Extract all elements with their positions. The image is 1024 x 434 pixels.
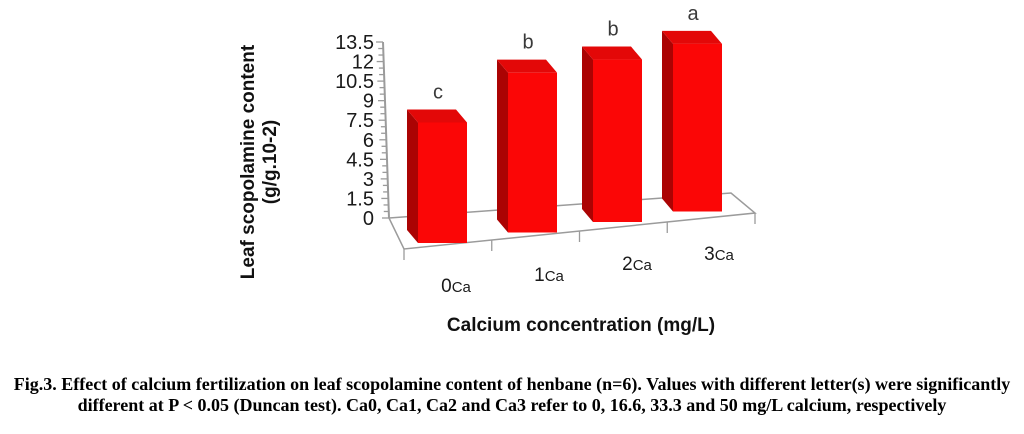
significance-letter: b [607, 19, 618, 41]
y-tick-label: 3 [363, 169, 374, 191]
bar-top-face [497, 59, 557, 73]
x-tick-label: 1Ca [534, 265, 564, 286]
figure-caption: Fig.3. Effect of calcium fertilization o… [0, 374, 1024, 416]
y-axis-title: Leaf scopolamine content(g/g.10-2) [238, 44, 281, 279]
bar-top-face [662, 30, 722, 44]
y-axis-line [382, 41, 390, 219]
y-tick-label: 12 [352, 52, 374, 74]
bar-1Ca: b [497, 32, 557, 233]
bar-front-face [593, 59, 642, 223]
x-tick-label: 3Ca [704, 244, 734, 265]
bar-side-face [407, 109, 418, 243]
bar-side-face [497, 59, 508, 233]
x-tick-label: 2Ca [622, 254, 652, 275]
y-tick-label: 9 [363, 91, 374, 113]
caption-line-1: Fig.3. Effect of calcium fertilization o… [13, 374, 1011, 394]
significance-letter: a [687, 3, 699, 25]
bar-front-face [673, 43, 722, 212]
bar-side-face [582, 46, 593, 223]
bar-side-face [662, 30, 673, 212]
x-axis-ticks [403, 213, 756, 260]
y-tick-label: 0 [363, 208, 374, 230]
y-tick-label: 13.5 [335, 32, 374, 54]
y-tick-label: 4.5 [346, 149, 374, 171]
y-tick-label: 10.5 [335, 71, 374, 93]
x-axis-title: Calcium concentration (mg/L) [447, 315, 715, 336]
caption-line-2: different at P < 0.05 (Duncan test). Ca0… [77, 395, 947, 415]
bar-front-face [508, 72, 557, 233]
significance-letter: b [522, 32, 533, 54]
y-tick-label: 6 [363, 130, 374, 152]
bar-top-face [407, 109, 467, 123]
significance-letter: c [433, 81, 443, 103]
x-tick-label: 0Ca [441, 276, 471, 297]
bar-2Ca: b [582, 19, 642, 223]
y-tick-label: 1.5 [346, 188, 374, 210]
bar-3Ca: a [662, 3, 722, 212]
y-tick-label: 7.5 [346, 110, 374, 132]
bar-0Ca: c [407, 81, 467, 243]
bar-front-face [418, 122, 467, 243]
bar-top-face [582, 46, 642, 60]
